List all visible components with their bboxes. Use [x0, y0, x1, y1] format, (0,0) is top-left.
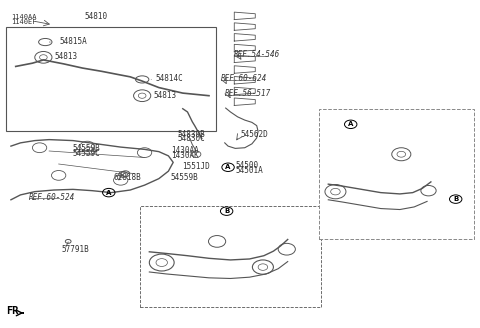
- Text: 54501A: 54501A: [235, 166, 263, 175]
- FancyBboxPatch shape: [6, 28, 216, 132]
- Text: A: A: [226, 164, 231, 170]
- Text: 57791B: 57791B: [61, 245, 89, 254]
- Text: 54528: 54528: [233, 262, 256, 271]
- Text: 54562D: 54562D: [240, 130, 268, 139]
- Text: REF.56-517: REF.56-517: [225, 89, 271, 98]
- Text: A: A: [348, 121, 353, 127]
- Text: B: B: [453, 196, 458, 202]
- Text: B: B: [224, 208, 229, 214]
- Text: 1140EF: 1140EF: [11, 19, 36, 25]
- Text: 1551JD: 1551JD: [182, 162, 210, 171]
- Text: 54501A: 54501A: [359, 123, 386, 132]
- Text: 54530L: 54530L: [233, 257, 261, 266]
- Text: 54559C: 54559C: [193, 296, 221, 304]
- Text: 54551D: 54551D: [142, 274, 170, 283]
- Text: A: A: [106, 190, 111, 195]
- Text: 54584A: 54584A: [187, 219, 214, 228]
- Text: 54813: 54813: [55, 52, 78, 61]
- Text: 54559B: 54559B: [72, 144, 100, 153]
- Text: 54830C: 54830C: [177, 134, 205, 143]
- FancyBboxPatch shape: [319, 109, 474, 239]
- Text: REF.60-624: REF.60-624: [221, 74, 267, 83]
- Text: REF.54-546: REF.54-546: [234, 50, 280, 59]
- Text: 1140AA: 1140AA: [11, 14, 36, 20]
- Text: 54830B: 54830B: [177, 130, 205, 138]
- Text: REF.60-524: REF.60-524: [29, 193, 75, 202]
- Text: 54559C: 54559C: [72, 149, 100, 158]
- Text: 54815A: 54815A: [60, 37, 87, 46]
- Text: 54813: 54813: [153, 91, 176, 100]
- FancyBboxPatch shape: [140, 206, 321, 307]
- Text: 1430AK: 1430AK: [171, 151, 199, 160]
- Text: 54563B: 54563B: [283, 217, 311, 226]
- Text: 54551D: 54551D: [325, 216, 353, 225]
- Text: 54814C: 54814C: [155, 74, 183, 83]
- Text: 54500: 54500: [235, 161, 258, 171]
- Text: 54810: 54810: [85, 12, 108, 22]
- Text: 1430AA: 1430AA: [171, 147, 199, 155]
- Text: 54559B: 54559B: [171, 173, 199, 182]
- Text: FR.: FR.: [6, 306, 25, 316]
- Text: 54500: 54500: [359, 118, 382, 128]
- Text: 54584A: 54584A: [406, 138, 434, 147]
- Text: 54519B: 54519B: [202, 245, 229, 254]
- Text: 62818B: 62818B: [114, 173, 141, 182]
- Text: MODEL YEAR PACKAGE-16MY: MODEL YEAR PACKAGE-16MY: [321, 113, 402, 118]
